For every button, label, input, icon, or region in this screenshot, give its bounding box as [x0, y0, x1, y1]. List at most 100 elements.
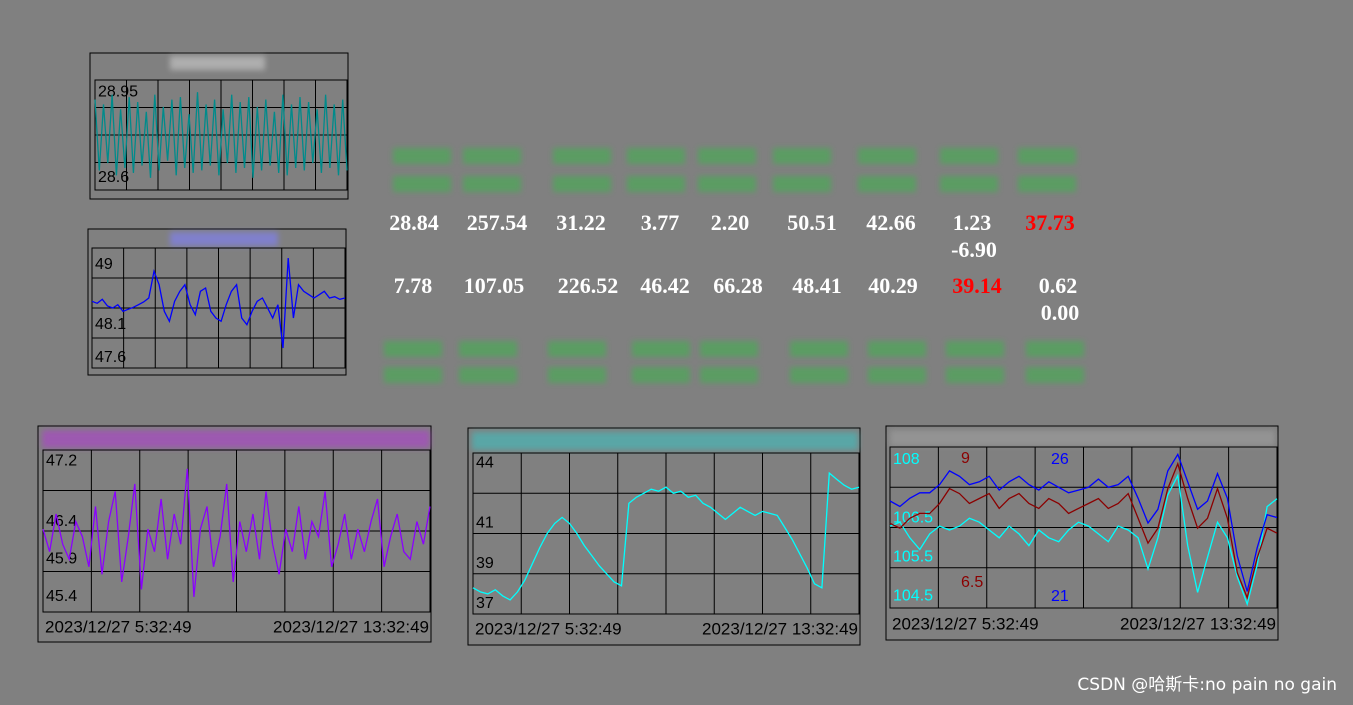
reading-value: 3.77	[641, 210, 680, 235]
blurred-label	[553, 148, 611, 164]
y-tick-label: 48.1	[95, 316, 126, 333]
blurred-label	[868, 367, 926, 383]
blurred-label	[700, 367, 758, 383]
panel-frame	[37, 425, 432, 643]
blurred-label	[946, 341, 1004, 357]
reading-secondary: -6.90	[951, 237, 997, 262]
y-tick-label: 41	[476, 515, 494, 532]
reading-value: 39.14	[952, 273, 1002, 298]
trend-line	[94, 92, 348, 178]
blurred-label	[698, 148, 756, 164]
y-tick-label: 108	[893, 451, 920, 468]
trend-line	[889, 473, 1278, 607]
blurred-label	[1026, 367, 1084, 383]
blurred-label	[773, 176, 831, 192]
blurred-label	[459, 341, 517, 357]
panel-frame	[87, 228, 347, 376]
y-tick-label: 28.6	[98, 169, 129, 186]
blurred-label	[463, 176, 521, 192]
blurred-label	[858, 148, 916, 164]
y-tick-label: 104.5	[893, 588, 933, 605]
time-label: 2023/12/27 13:32:49	[273, 617, 429, 636]
reading-value: 0.62	[1039, 273, 1078, 298]
reading-value: 257.54	[467, 210, 528, 235]
blurred-label	[698, 176, 756, 192]
reading-value: 50.51	[787, 210, 837, 235]
reading-value: 2.20	[711, 210, 750, 235]
reading-value: 37.73	[1025, 210, 1075, 235]
trend-line	[472, 471, 860, 601]
y-tick-label: 45.4	[46, 588, 77, 605]
blurred-label	[548, 367, 606, 383]
reading-value: 7.78	[394, 273, 433, 298]
y-tick-label: 105.5	[893, 549, 933, 566]
time-label: 2023/12/27 5:32:49	[475, 619, 622, 638]
blurred-label	[790, 367, 848, 383]
y-tick-label: 39	[476, 555, 494, 572]
y-tick-label: 46.4	[46, 513, 77, 530]
panel-title-bar	[42, 430, 430, 448]
blurred-label	[868, 341, 926, 357]
reading-value: 42.66	[866, 210, 916, 235]
y-tick-label: 28.95	[98, 83, 138, 100]
y-tick-label: 26	[1051, 451, 1069, 468]
blurred-label	[393, 148, 451, 164]
trend-line	[889, 461, 1278, 600]
reading-value: 31.22	[556, 210, 606, 235]
panel-title-bar	[890, 430, 1275, 446]
blurred-label	[773, 148, 831, 164]
time-label: 2023/12/27 5:32:49	[45, 617, 192, 636]
blurred-label	[1018, 176, 1076, 192]
reading-value: 107.05	[464, 273, 525, 298]
panel-frame	[89, 52, 349, 200]
watermark: CSDN @哈斯卡:no pain no gain	[1077, 675, 1337, 695]
blurred-label	[700, 341, 758, 357]
panel-title-bar	[170, 56, 265, 70]
blurred-label	[627, 148, 685, 164]
blurred-label	[393, 176, 451, 192]
blurred-label	[858, 176, 916, 192]
time-label: 2023/12/27 5:32:49	[892, 614, 1039, 633]
reading-value: 40.29	[868, 273, 918, 298]
blurred-label	[463, 148, 521, 164]
blurred-label	[940, 176, 998, 192]
trend-line	[91, 257, 346, 349]
trend-line	[42, 468, 431, 597]
blurred-label	[548, 341, 606, 357]
blurred-label	[940, 148, 998, 164]
blurred-label	[627, 176, 685, 192]
time-label: 2023/12/27 13:32:49	[702, 619, 858, 638]
panel-frame	[885, 425, 1279, 641]
blurred-label	[946, 367, 1004, 383]
blurred-label	[632, 341, 690, 357]
y-tick-label: 47.2	[46, 453, 77, 470]
y-tick-label: 45.9	[46, 550, 77, 567]
y-tick-label: 6.5	[961, 574, 983, 591]
reading-value: 226.52	[558, 273, 619, 298]
panel-title-bar	[472, 432, 858, 450]
reading-value: 48.41	[792, 273, 842, 298]
blurred-label	[1018, 148, 1076, 164]
reading-value: 66.28	[713, 273, 763, 298]
panel-title-bar	[170, 232, 278, 246]
trend-line	[889, 452, 1278, 592]
panel-frame	[467, 427, 861, 646]
reading-value: 1.23	[953, 210, 992, 235]
blurred-label	[632, 367, 690, 383]
blurred-label	[790, 341, 848, 357]
y-tick-label: 106.5	[893, 510, 933, 527]
reading-secondary: 0.00	[1041, 300, 1080, 325]
y-tick-label: 49	[95, 256, 113, 273]
reading-value: 28.84	[389, 210, 439, 235]
reading-value: 46.42	[640, 273, 690, 298]
blurred-label	[384, 367, 442, 383]
y-tick-label: 47.6	[95, 349, 126, 366]
y-tick-label: 21	[1051, 588, 1069, 605]
blurred-label	[384, 341, 442, 357]
blurred-label	[1026, 341, 1084, 357]
y-tick-label: 37	[476, 595, 494, 612]
y-tick-label: 44	[476, 454, 494, 471]
blurred-label	[553, 176, 611, 192]
blurred-label	[459, 367, 517, 383]
